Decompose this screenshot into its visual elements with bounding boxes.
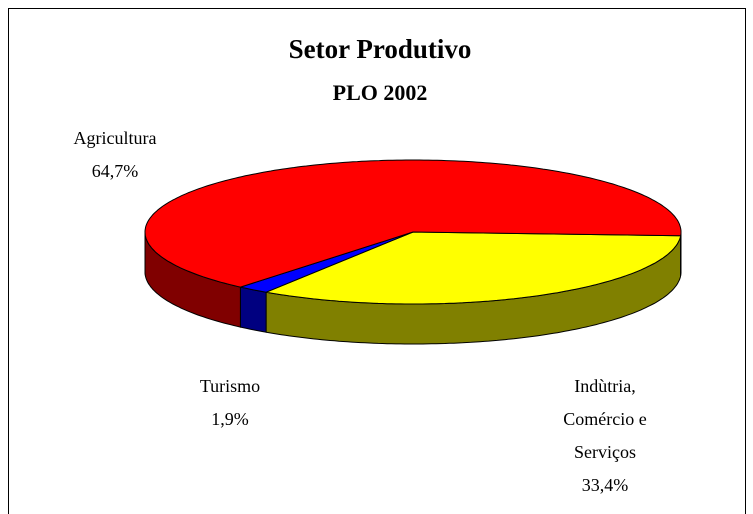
value-label: 33,4% [581,475,629,495]
pie-slice [144,159,682,288]
slice-label: Agricultura 64,7% [55,122,175,188]
category-label: Turismo [199,376,261,396]
chart-title: Setor Produtivo [289,34,472,64]
value-label: 1,9% [211,409,249,429]
category-label: Indùtria, Comércio e Serviços [563,376,647,462]
chart-subtitle: PLO 2002 [333,80,428,105]
value-label: 64,7% [91,161,139,181]
pie-slice [238,231,414,293]
slice-label: Indùtria, Comércio e Serviços 33,4% [540,370,670,502]
slice-label: Turismo 1,9% [170,370,290,436]
chart-frame [8,8,746,514]
category-label: Agricultura [73,128,157,148]
pie-side [239,286,267,333]
